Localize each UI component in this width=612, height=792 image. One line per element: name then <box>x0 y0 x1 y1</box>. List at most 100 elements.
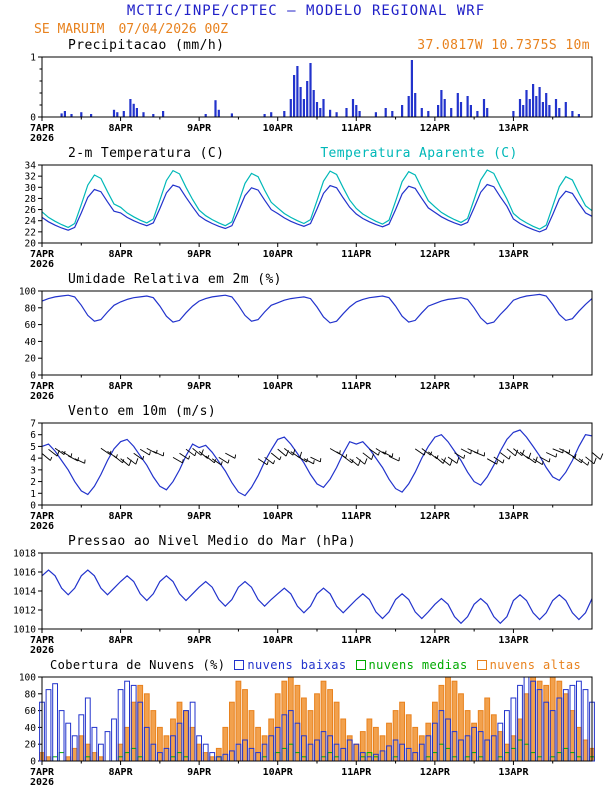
legend-low-clouds-label: nuvens baixas <box>247 658 347 672</box>
svg-text:13APR: 13APR <box>498 123 529 134</box>
panel-temperature: 2-m Temperatura (C) Temperatura Aparente… <box>0 145 612 271</box>
svg-text:2026: 2026 <box>30 259 54 270</box>
svg-text:12APR: 12APR <box>420 381 451 392</box>
panel-humidity: Umidade Relativa em 2m (%) 0 20 40 60 80 100 7… <box>0 271 612 403</box>
svg-text:7: 7 <box>30 419 36 430</box>
svg-text:9APR: 9APR <box>187 511 212 522</box>
legend-high-clouds-label: nuvens altas <box>489 658 582 672</box>
svg-text:11APR: 11APR <box>341 511 372 522</box>
svg-text:80: 80 <box>25 303 37 314</box>
svg-text:1016: 1016 <box>13 568 36 579</box>
svg-text:13APR: 13APR <box>498 381 529 392</box>
svg-text:11APR: 11APR <box>341 123 372 134</box>
svg-text:10APR: 10APR <box>263 249 294 260</box>
svg-text:12APR: 12APR <box>420 123 451 134</box>
location-label: 37.0817W 10.7375S 10m <box>417 37 590 53</box>
svg-text:26: 26 <box>25 205 37 216</box>
svg-text:8APR: 8APR <box>109 123 134 134</box>
svg-text:9APR: 9APR <box>187 767 212 778</box>
panel-title: Pressao ao Nivel Medio do Mar (hPa) <box>68 533 356 549</box>
panel-title-row: 2-m Temperatura (C) Temperatura Aparente… <box>0 145 612 161</box>
svg-text:10APR: 10APR <box>263 767 294 778</box>
station-label: SE MARUIM <box>34 21 105 37</box>
panel-title: 2-m Temperatura (C) <box>68 145 225 161</box>
svg-text:12APR: 12APR <box>420 767 451 778</box>
high-clouds-swatch-icon <box>476 660 487 670</box>
svg-text:13APR: 13APR <box>498 511 529 522</box>
svg-text:11APR: 11APR <box>341 381 372 392</box>
svg-text:2026: 2026 <box>30 645 54 656</box>
svg-text:20: 20 <box>25 239 37 250</box>
svg-text:10APR: 10APR <box>263 635 294 646</box>
svg-text:9APR: 9APR <box>187 249 212 260</box>
panel-title-row: Precipitacao (mm/h) 37.0817W 10.7375S 10… <box>0 37 612 53</box>
svg-text:2: 2 <box>30 477 36 488</box>
svg-text:1010: 1010 <box>13 625 36 636</box>
svg-text:60: 60 <box>25 706 37 717</box>
svg-text:30: 30 <box>25 183 37 194</box>
panel-title-row: Umidade Relativa em 2m (%) <box>0 271 612 287</box>
svg-text:0: 0 <box>30 757 36 768</box>
svg-text:2026: 2026 <box>30 777 54 788</box>
svg-text:60: 60 <box>25 320 37 331</box>
svg-text:8APR: 8APR <box>109 381 134 392</box>
svg-text:0: 0 <box>30 371 36 382</box>
apparent-temperature-legend: Temperatura Aparente (C) <box>320 145 518 161</box>
svg-text:7APR: 7APR <box>30 381 55 392</box>
svg-text:9APR: 9APR <box>187 635 212 646</box>
legend-mid-clouds-label: nuvens medias <box>368 658 468 672</box>
svg-text:5: 5 <box>30 442 36 453</box>
svg-text:2026: 2026 <box>30 133 54 144</box>
svg-text:7APR: 7APR <box>30 249 55 260</box>
svg-text:9APR: 9APR <box>187 381 212 392</box>
svg-text:7APR: 7APR <box>30 635 55 646</box>
svg-text:40: 40 <box>25 723 37 734</box>
svg-text:32: 32 <box>25 172 36 183</box>
header-subtitle-row: SE MARUIM 07/04/2026 00Z <box>0 21 612 37</box>
svg-text:13APR: 13APR <box>498 635 529 646</box>
legend-low-clouds: nuvens baixas <box>234 658 346 672</box>
panel-title-row: Vento em 10m (m/s) <box>0 403 612 419</box>
panel-title: Umidade Relativa em 2m (%) <box>68 271 282 287</box>
panel-title: Precipitacao (mm/h) <box>68 37 225 53</box>
panel-wind: Vento em 10m (m/s) 0 1 2 3 4 5 6 7 7APR 2026 8APR 9… <box>0 403 612 533</box>
svg-text:20: 20 <box>25 354 37 365</box>
svg-text:22: 22 <box>25 227 36 238</box>
svg-text:1014: 1014 <box>13 587 36 598</box>
panel-cloud-cover: Cobertura de Nuvens (%) nuvens baixas nu… <box>0 657 612 789</box>
svg-text:8APR: 8APR <box>109 635 134 646</box>
svg-text:10APR: 10APR <box>263 123 294 134</box>
svg-text:1012: 1012 <box>13 606 36 617</box>
svg-text:12APR: 12APR <box>420 635 451 646</box>
svg-text:2026: 2026 <box>30 521 54 532</box>
svg-text:6: 6 <box>30 430 36 441</box>
svg-text:100: 100 <box>19 287 36 298</box>
svg-text:12APR: 12APR <box>420 249 451 260</box>
svg-text:40: 40 <box>25 337 37 348</box>
svg-text:28: 28 <box>25 194 37 205</box>
svg-text:24: 24 <box>25 216 37 227</box>
svg-text:80: 80 <box>25 689 37 700</box>
svg-text:4: 4 <box>30 454 36 465</box>
svg-text:7APR: 7APR <box>30 511 55 522</box>
svg-text:8APR: 8APR <box>109 511 134 522</box>
svg-text:0: 0 <box>30 501 36 512</box>
panel-title: Cobertura de Nuvens (%) <box>50 658 226 672</box>
legend-high-clouds: nuvens altas <box>476 658 582 672</box>
svg-text:20: 20 <box>25 740 37 751</box>
panel-precipitation: Precipitacao (mm/h) 37.0817W 10.7375S 10… <box>0 37 612 145</box>
svg-text:11APR: 11APR <box>341 249 372 260</box>
svg-text:11APR: 11APR <box>341 635 372 646</box>
svg-text:9APR: 9APR <box>187 123 212 134</box>
svg-text:12APR: 12APR <box>420 511 451 522</box>
svg-text:100: 100 <box>19 673 36 684</box>
svg-text:10APR: 10APR <box>263 511 294 522</box>
panel-title-row: Pressao ao Nivel Medio do Mar (hPa) <box>0 533 612 549</box>
low-clouds-swatch-icon <box>234 660 245 670</box>
svg-text:1: 1 <box>30 489 36 500</box>
run-datetime-label: 07/04/2026 00Z <box>118 21 229 37</box>
